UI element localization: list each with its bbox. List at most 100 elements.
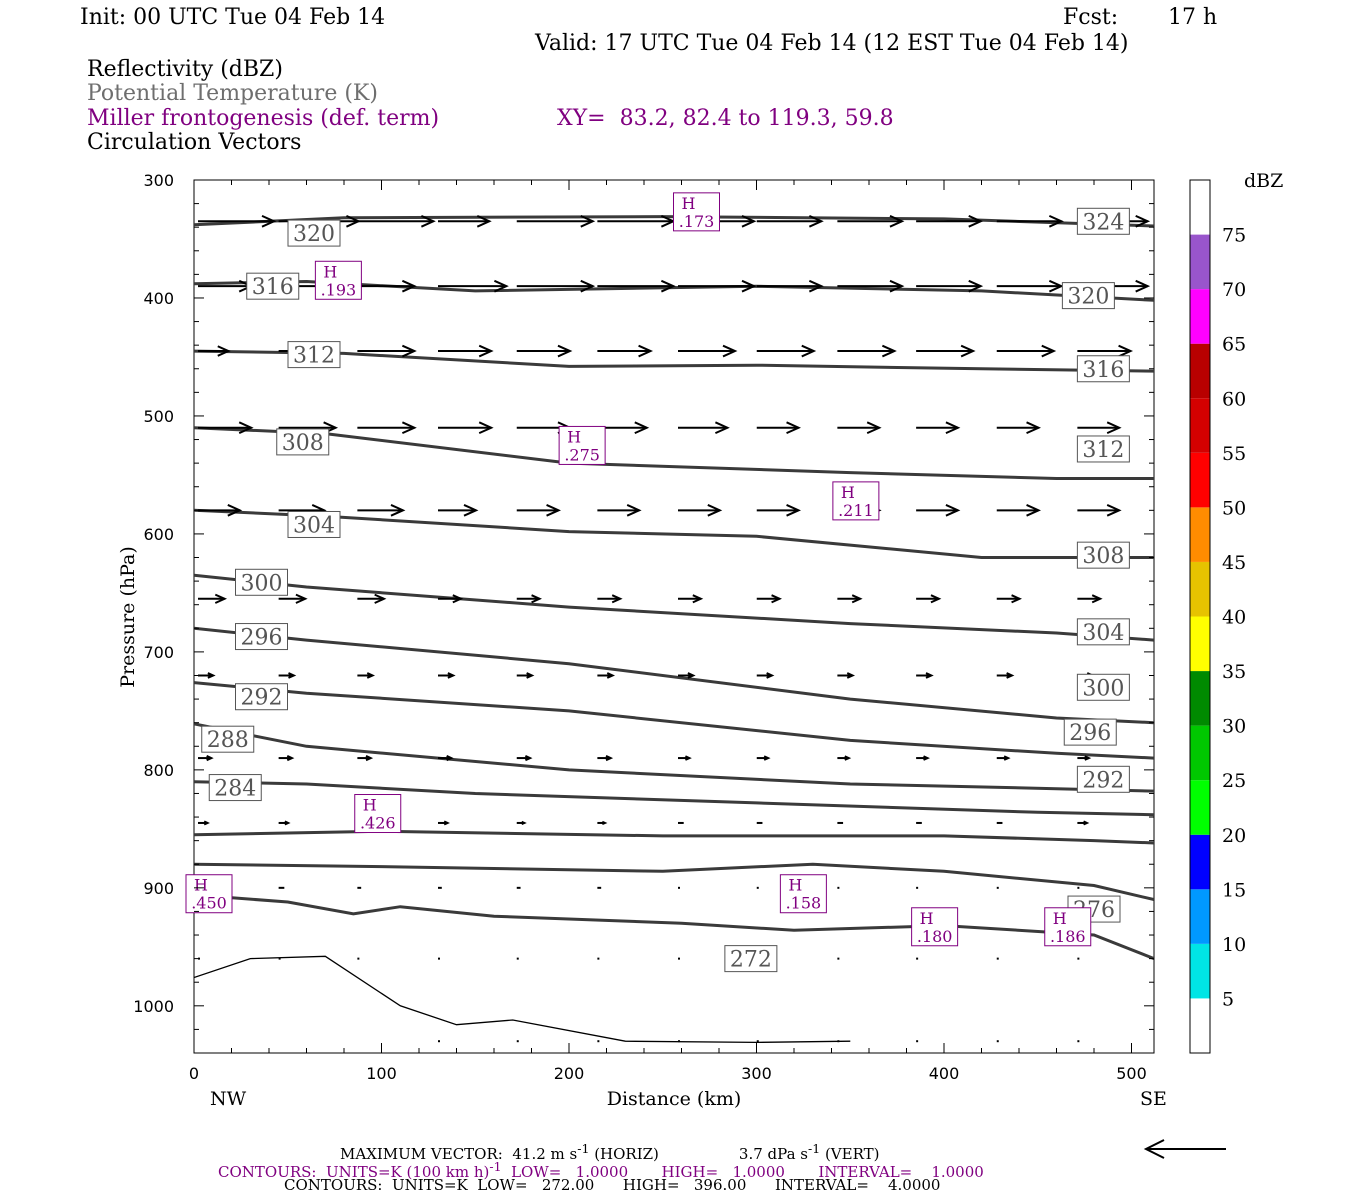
circulation-vector <box>678 344 738 358</box>
colorbar-level-label: 70 <box>1222 279 1246 301</box>
contours-fronto-units: CONTOURS: UNITS=K (100 km h) <box>218 1163 490 1181</box>
theta-label: 308 <box>1076 541 1130 569</box>
vector-head <box>808 214 824 228</box>
circulation-vector <box>1077 504 1122 517</box>
circulation-vector <box>597 594 623 604</box>
circulation-vector <box>357 504 406 517</box>
frontogenesis-box <box>185 874 233 914</box>
circulation-vector <box>837 279 905 293</box>
vector-head <box>227 504 243 517</box>
colorbar-segment <box>1190 889 1210 944</box>
frontogenesis-box <box>779 874 827 914</box>
vector-head <box>401 279 417 293</box>
colorbar-segment <box>1190 671 1210 726</box>
frontogenesis-value: .180 <box>917 927 953 946</box>
circulation-vector <box>916 421 961 435</box>
theta-label-box <box>724 945 778 973</box>
theta-contour-276 <box>194 893 1154 960</box>
vector-head <box>889 214 905 228</box>
vector-head <box>714 421 730 435</box>
superscript: -1 <box>577 1141 590 1156</box>
circulation-vector <box>916 344 976 358</box>
legend-theta: Potential Temperature (K) <box>87 81 378 106</box>
theta-label-text: 312 <box>293 344 335 369</box>
circulation-vector <box>756 344 817 358</box>
forecast-label: Fcst: <box>1063 5 1119 30</box>
circulation-vector <box>278 820 291 826</box>
colorbar-level-label: 65 <box>1222 334 1246 356</box>
vector-head <box>1083 820 1090 826</box>
colorbar-level-label: 20 <box>1222 825 1246 847</box>
theta-label-text: 292 <box>241 686 283 711</box>
circulation-vector <box>678 504 723 517</box>
theta-label-box <box>287 219 341 247</box>
circulation-vector <box>837 594 863 604</box>
theta-label-box <box>201 725 255 753</box>
plot-frame <box>193 179 1155 1054</box>
frontogenesis-box <box>558 425 606 465</box>
frontogenesis-high-label: H <box>567 427 581 446</box>
colorbar-level-label: 15 <box>1222 879 1246 901</box>
circulation-vector <box>678 279 757 293</box>
colorbar-level-label: 45 <box>1222 552 1246 574</box>
circulation-vector <box>516 344 573 358</box>
theta-label-box <box>1076 355 1130 383</box>
theta-label-box <box>1076 541 1130 569</box>
frontogenesis-value: .186 <box>1050 927 1086 946</box>
theta-label-box <box>235 683 288 711</box>
footer-contours-theta: CONTOURS: UNITS=K LOW= 272.00 HIGH= 396.… <box>284 1176 941 1194</box>
vector-head <box>521 820 527 826</box>
theta-label: 300 <box>1076 673 1130 701</box>
vector-head <box>446 755 454 762</box>
colorbar-level-label: 30 <box>1222 716 1246 738</box>
max-vector-vert-tail: (VERT) <box>820 1145 880 1163</box>
theta-label-text: 312 <box>1082 438 1124 463</box>
vector-head <box>420 214 436 228</box>
colorbar-level-label: 55 <box>1222 443 1246 465</box>
circulation-vector <box>678 421 730 435</box>
vector-head <box>401 344 417 358</box>
vector-head <box>206 755 214 762</box>
circulation-vector <box>278 672 297 679</box>
vector-head <box>638 344 654 358</box>
circulation-vector <box>678 594 704 604</box>
circulation-vector <box>1077 344 1134 358</box>
x-tick-label: 100 <box>366 1064 397 1083</box>
colorbar-level-label: 25 <box>1222 770 1246 792</box>
colorbar-segment <box>1190 834 1210 890</box>
frontogenesis-high-label: H <box>194 876 208 895</box>
colorbar-level-label: 10 <box>1222 934 1246 956</box>
vector-head <box>1135 214 1151 228</box>
vector-head <box>580 279 596 293</box>
circulation-vector <box>357 279 417 293</box>
theta-contour-272 <box>194 955 851 1044</box>
frontogenesis-box <box>1044 907 1092 947</box>
frontogenesis-max: H.186 <box>1044 907 1092 947</box>
circulation-vector <box>198 214 277 228</box>
theta-label: 316 <box>1076 355 1130 383</box>
max-vector-vert: 3.7 dPa s <box>738 1145 808 1163</box>
colorbar-segment <box>1190 561 1210 617</box>
colorbar-segment <box>1190 343 1210 399</box>
vector-head <box>203 820 210 826</box>
x-end-label-left: NW <box>210 1088 247 1110</box>
frontogenesis-box <box>354 794 402 834</box>
vector-head <box>286 755 295 762</box>
vector-head <box>447 672 456 679</box>
circulation-vector <box>198 345 231 357</box>
circulation-vector <box>438 594 464 604</box>
circulation-vector <box>357 421 417 435</box>
colorbar-segment <box>1190 180 1210 235</box>
theta-label: 320 <box>287 219 341 247</box>
vector-head <box>692 594 704 604</box>
theta-label: 312 <box>1076 435 1130 463</box>
vector-head <box>1026 421 1041 435</box>
vector-head <box>476 214 492 228</box>
theta-label-text: 300 <box>241 571 283 596</box>
circulation-vector <box>996 344 1057 358</box>
circulation-vector <box>916 672 934 679</box>
vector-head <box>1091 594 1103 604</box>
frontogenesis-high-label: H <box>323 262 337 281</box>
vector-head <box>844 755 852 761</box>
theta-label-text: 320 <box>1067 285 1109 310</box>
